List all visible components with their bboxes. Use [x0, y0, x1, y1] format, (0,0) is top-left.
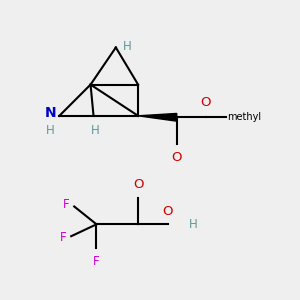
Text: H: H	[46, 124, 55, 137]
Text: methyl: methyl	[227, 112, 261, 122]
Polygon shape	[138, 113, 177, 121]
Text: O: O	[163, 205, 173, 218]
Text: H: H	[123, 40, 132, 53]
Text: O: O	[201, 96, 211, 109]
Text: N: N	[45, 106, 57, 120]
Text: H: H	[91, 124, 99, 137]
Text: O: O	[133, 178, 143, 191]
Text: F: F	[60, 231, 67, 244]
Text: H: H	[189, 218, 197, 231]
Text: F: F	[63, 199, 70, 212]
Text: O: O	[171, 151, 181, 164]
Text: F: F	[93, 255, 100, 268]
